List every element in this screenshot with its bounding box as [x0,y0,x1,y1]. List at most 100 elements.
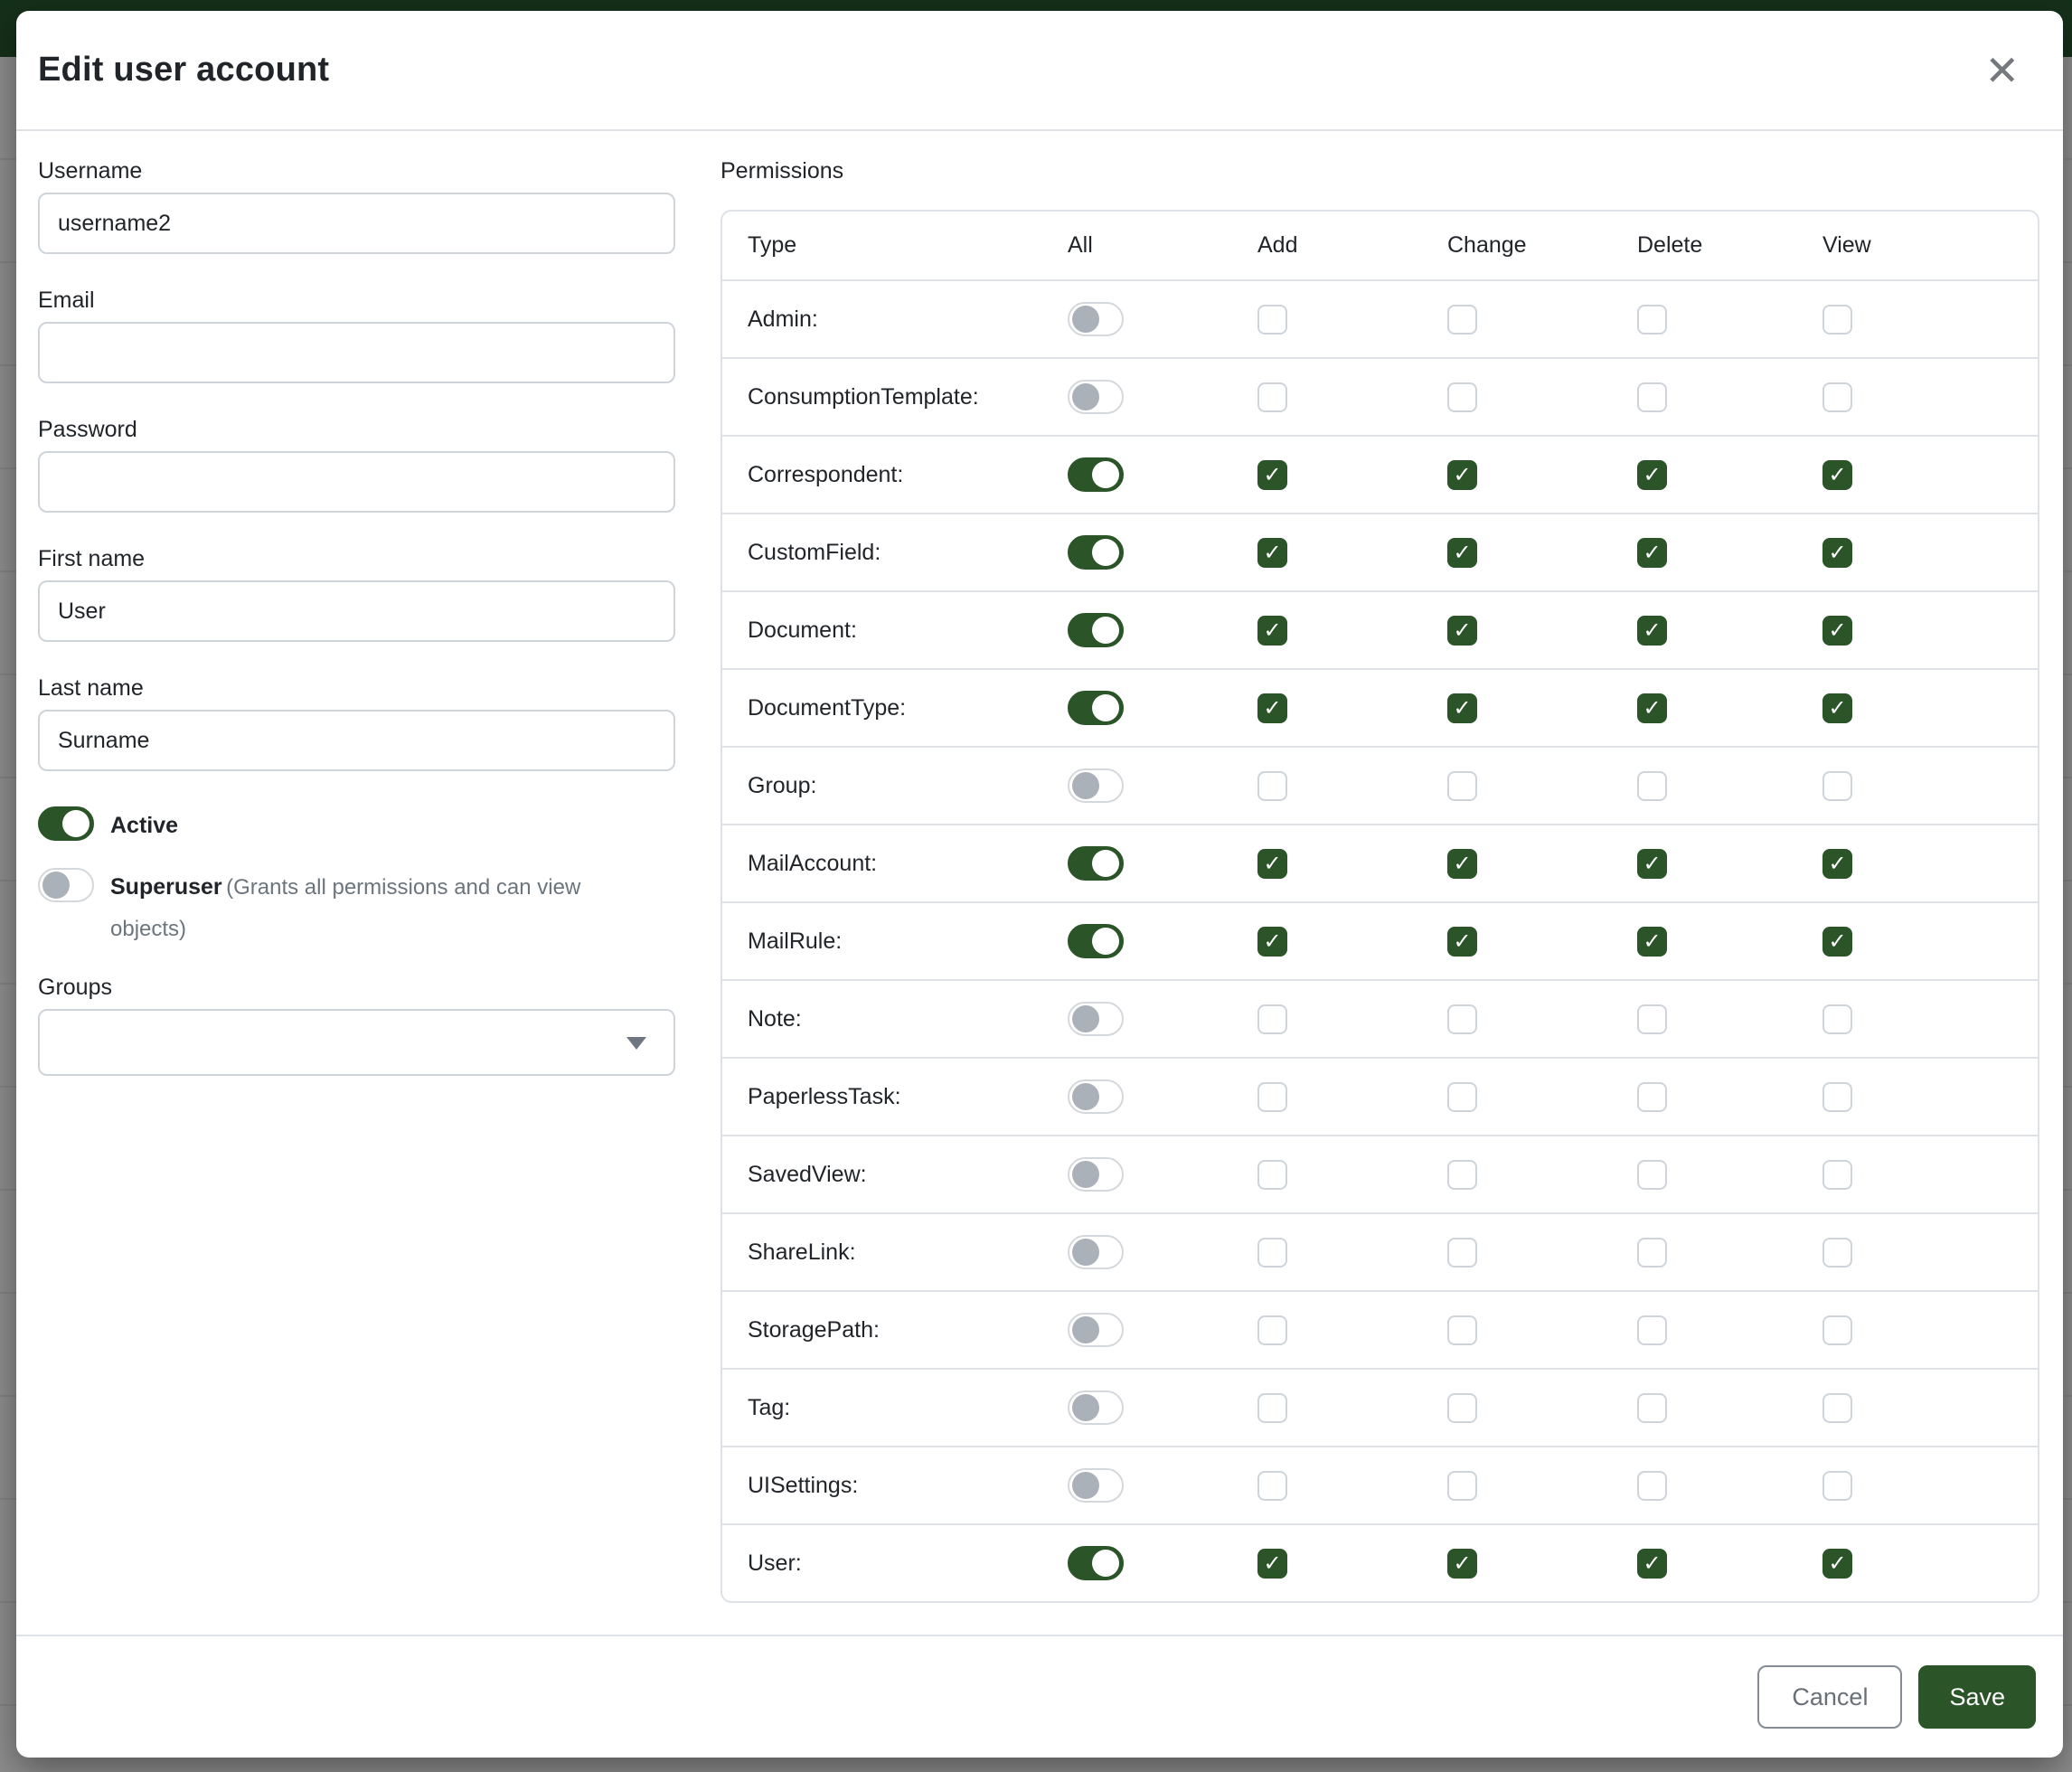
perm-all-toggle[interactable] [1068,924,1124,958]
perm-add-checkbox[interactable]: ✓ [1257,770,1287,801]
perm-all-toggle[interactable] [1068,380,1124,414]
perm-all-toggle[interactable] [1068,1002,1124,1036]
perm-view-checkbox[interactable]: ✓ [1822,1315,1852,1345]
perm-view-checkbox[interactable]: ✓ [1822,1237,1852,1268]
perm-add-checkbox[interactable]: ✓ [1257,1392,1287,1423]
perm-change-checkbox[interactable]: ✓ [1447,1081,1477,1112]
perm-add-checkbox[interactable]: ✓ [1257,1004,1287,1034]
perm-add-cell: ✓ [1247,848,1436,879]
check-icon: ✓ [1643,695,1662,721]
perm-add-checkbox[interactable]: ✓ [1257,537,1287,568]
perm-all-toggle[interactable] [1068,846,1124,881]
superuser-toggle[interactable] [38,867,94,902]
groups-select[interactable] [38,1008,675,1076]
perm-change-checkbox[interactable]: ✓ [1447,848,1477,879]
perm-delete-checkbox[interactable]: ✓ [1637,848,1667,879]
toggle-knob [1092,928,1119,955]
perm-change-checkbox[interactable]: ✓ [1447,693,1477,723]
perm-view-checkbox[interactable]: ✓ [1822,537,1852,568]
perm-view-checkbox[interactable]: ✓ [1822,848,1852,879]
perm-all-toggle[interactable] [1068,1546,1124,1580]
perm-delete-checkbox[interactable]: ✓ [1637,537,1667,568]
perm-delete-checkbox[interactable]: ✓ [1637,1315,1667,1345]
perm-add-checkbox[interactable]: ✓ [1257,459,1287,490]
perm-add-checkbox[interactable]: ✓ [1257,1159,1287,1190]
perm-view-checkbox[interactable]: ✓ [1822,693,1852,723]
perm-view-checkbox[interactable]: ✓ [1822,1470,1852,1501]
username-input[interactable] [38,193,675,254]
perm-change-checkbox[interactable]: ✓ [1447,1237,1477,1268]
password-input[interactable] [38,451,675,513]
perm-delete-checkbox[interactable]: ✓ [1637,382,1667,412]
perm-change-checkbox[interactable]: ✓ [1447,1159,1477,1190]
perm-delete-checkbox[interactable]: ✓ [1637,1470,1667,1501]
perm-delete-checkbox[interactable]: ✓ [1637,770,1667,801]
perm-view-checkbox[interactable]: ✓ [1822,459,1852,490]
perm-all-toggle[interactable] [1068,302,1124,336]
perm-delete-checkbox[interactable]: ✓ [1637,1392,1667,1423]
perm-view-checkbox[interactable]: ✓ [1822,1004,1852,1034]
cancel-button[interactable]: Cancel [1757,1665,1903,1729]
perm-add-checkbox[interactable]: ✓ [1257,615,1287,646]
perm-delete-checkbox[interactable]: ✓ [1637,1548,1667,1579]
perm-all-toggle[interactable] [1068,1313,1124,1347]
perm-add-checkbox[interactable]: ✓ [1257,693,1287,723]
perm-all-toggle[interactable] [1068,1390,1124,1425]
perm-delete-checkbox[interactable]: ✓ [1637,459,1667,490]
perm-all-toggle[interactable] [1068,457,1124,492]
perm-add-checkbox[interactable]: ✓ [1257,1237,1287,1268]
perm-delete-checkbox[interactable]: ✓ [1637,1159,1667,1190]
perm-change-checkbox[interactable]: ✓ [1447,304,1477,335]
perm-add-checkbox[interactable]: ✓ [1257,1081,1287,1112]
perm-change-checkbox[interactable]: ✓ [1447,1470,1477,1501]
perm-delete-checkbox[interactable]: ✓ [1637,1237,1667,1268]
save-button[interactable]: Save [1918,1665,2036,1729]
perm-change-checkbox[interactable]: ✓ [1447,382,1477,412]
perm-delete-checkbox[interactable]: ✓ [1637,926,1667,957]
perm-delete-checkbox[interactable]: ✓ [1637,1004,1667,1034]
perm-change-checkbox[interactable]: ✓ [1447,615,1477,646]
perm-add-checkbox[interactable]: ✓ [1257,1315,1287,1345]
perm-change-checkbox[interactable]: ✓ [1447,926,1477,957]
perm-all-toggle[interactable] [1068,1157,1124,1192]
perm-all-toggle[interactable] [1068,691,1124,725]
email-input[interactable] [38,322,675,383]
perm-col-header-add: Add [1257,232,1298,258]
perm-add-checkbox[interactable]: ✓ [1257,382,1287,412]
perm-delete-checkbox[interactable]: ✓ [1637,693,1667,723]
perm-change-checkbox[interactable]: ✓ [1447,459,1477,490]
perm-change-checkbox[interactable]: ✓ [1447,537,1477,568]
perm-all-toggle[interactable] [1068,613,1124,647]
perm-view-checkbox[interactable]: ✓ [1822,926,1852,957]
perm-delete-checkbox[interactable]: ✓ [1637,304,1667,335]
perm-delete-checkbox[interactable]: ✓ [1637,615,1667,646]
perm-view-checkbox[interactable]: ✓ [1822,1548,1852,1579]
perm-change-checkbox[interactable]: ✓ [1447,1004,1477,1034]
last-name-input[interactable] [38,710,675,771]
perm-all-toggle[interactable] [1068,768,1124,803]
perm-all-toggle[interactable] [1068,1079,1124,1114]
perm-delete-checkbox[interactable]: ✓ [1637,1081,1667,1112]
perm-change-checkbox[interactable]: ✓ [1447,770,1477,801]
perm-view-checkbox[interactable]: ✓ [1822,1159,1852,1190]
perm-all-toggle[interactable] [1068,1468,1124,1503]
perm-add-checkbox[interactable]: ✓ [1257,1548,1287,1579]
perm-view-checkbox[interactable]: ✓ [1822,382,1852,412]
active-toggle[interactable] [38,806,94,841]
perm-add-checkbox[interactable]: ✓ [1257,304,1287,335]
perm-add-checkbox[interactable]: ✓ [1257,926,1287,957]
perm-view-checkbox[interactable]: ✓ [1822,770,1852,801]
first-name-input[interactable] [38,580,675,642]
perm-view-checkbox[interactable]: ✓ [1822,304,1852,335]
close-button[interactable]: ✕ [1977,46,2027,95]
perm-add-checkbox[interactable]: ✓ [1257,1470,1287,1501]
perm-view-checkbox[interactable]: ✓ [1822,615,1852,646]
perm-change-checkbox[interactable]: ✓ [1447,1392,1477,1423]
perm-all-toggle[interactable] [1068,1235,1124,1269]
perm-view-checkbox[interactable]: ✓ [1822,1392,1852,1423]
perm-view-checkbox[interactable]: ✓ [1822,1081,1852,1112]
perm-all-toggle[interactable] [1068,535,1124,570]
perm-change-checkbox[interactable]: ✓ [1447,1548,1477,1579]
perm-add-checkbox[interactable]: ✓ [1257,848,1287,879]
perm-change-checkbox[interactable]: ✓ [1447,1315,1477,1345]
